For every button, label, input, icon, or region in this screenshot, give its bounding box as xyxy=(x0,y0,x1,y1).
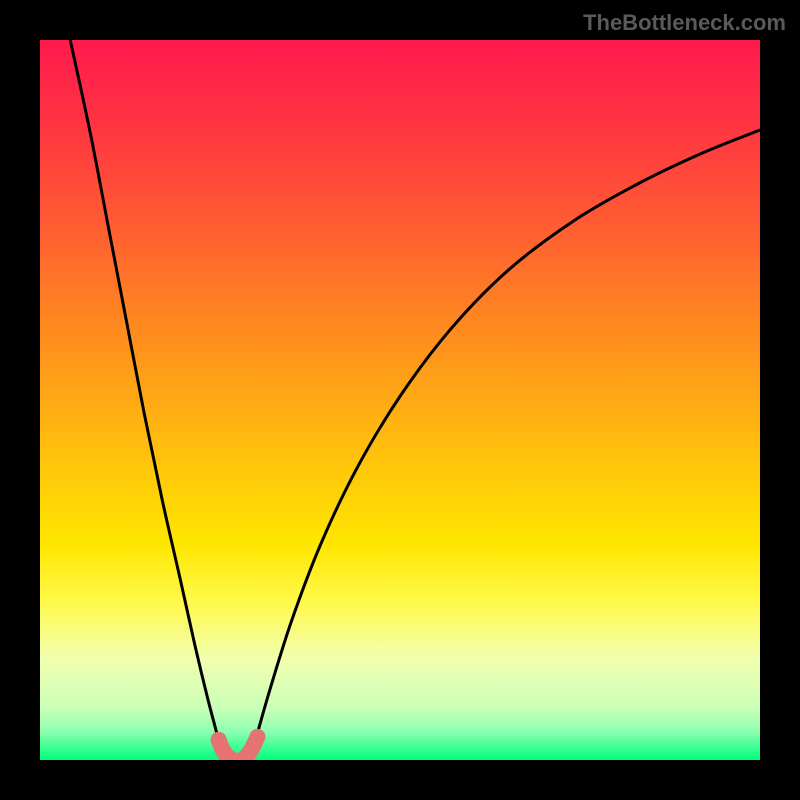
chart-container: TheBottleneck.com xyxy=(0,0,800,800)
trough-marker-dot xyxy=(249,729,265,745)
watermark-text: TheBottleneck.com xyxy=(583,10,786,36)
plot-svg xyxy=(40,40,760,760)
plot-area xyxy=(40,40,760,760)
gradient-background xyxy=(40,40,760,760)
trough-marker-dot xyxy=(242,743,258,759)
